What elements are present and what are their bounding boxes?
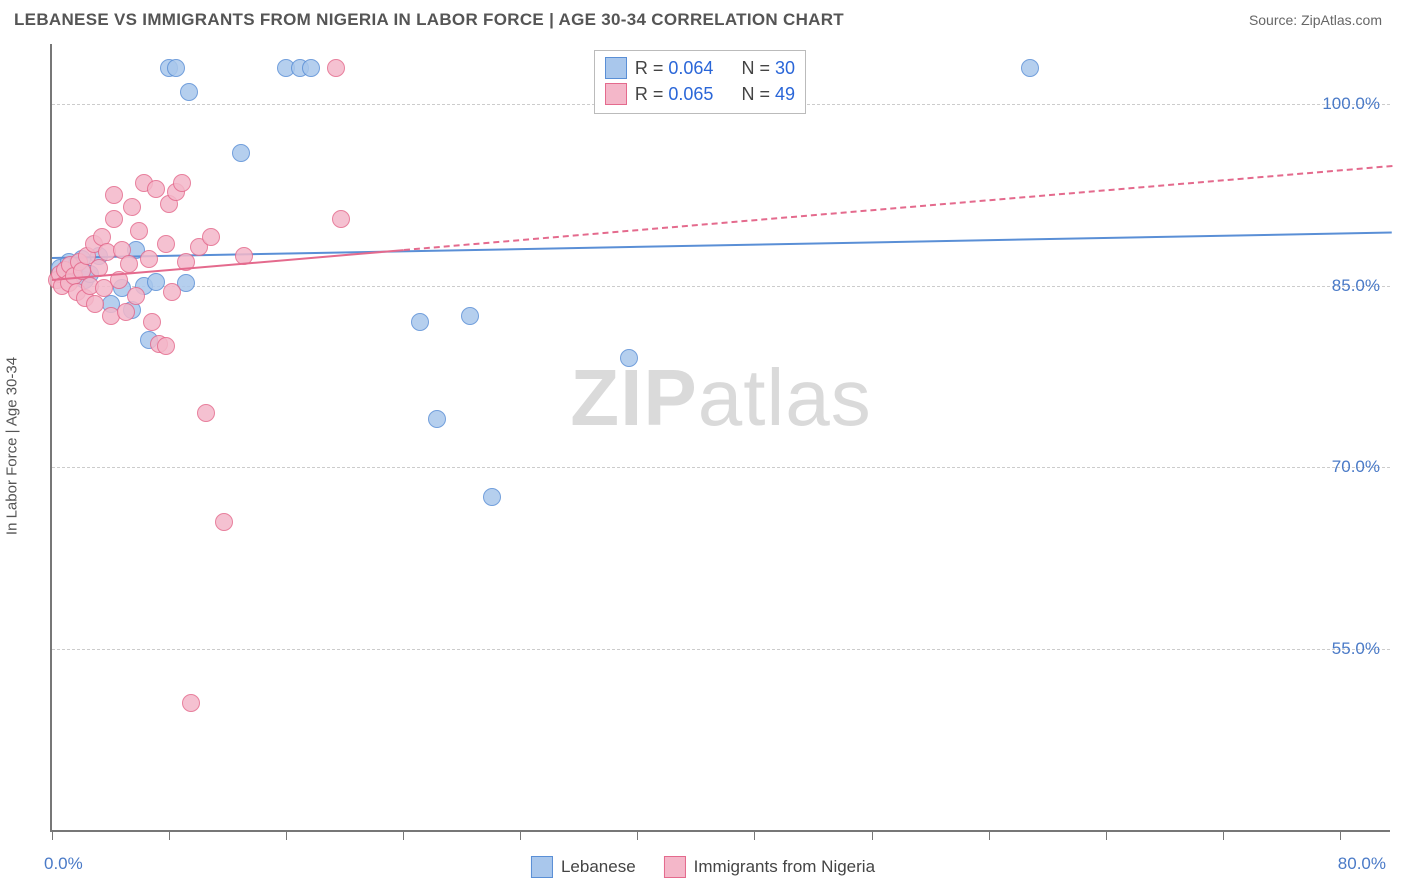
data-point	[105, 186, 123, 204]
scatter-chart: 55.0% 70.0% 85.0% 100.0% ZIPatlas R = 0.064 N …	[50, 44, 1390, 832]
stat-r-label: R = 0.064	[635, 58, 714, 79]
trend-line	[404, 165, 1392, 251]
data-point	[117, 303, 135, 321]
y-axis-title: In Labor Force | Age 30-34	[4, 357, 21, 535]
data-point	[173, 174, 191, 192]
data-point	[147, 273, 165, 291]
data-point	[86, 295, 104, 313]
data-point	[411, 313, 429, 331]
x-tick	[637, 830, 638, 840]
legend-swatch-icon	[531, 856, 553, 878]
data-point	[182, 694, 200, 712]
gridline	[52, 467, 1390, 468]
x-tick	[1340, 830, 1341, 840]
data-point	[332, 210, 350, 228]
data-point	[215, 513, 233, 531]
x-tick	[989, 830, 990, 840]
legend-label: Lebanese	[561, 857, 636, 877]
data-point	[127, 287, 145, 305]
legend-label: Immigrants from Nigeria	[694, 857, 875, 877]
data-point	[327, 59, 345, 77]
legend-swatch-icon	[664, 856, 686, 878]
x-axis-max-label: 80.0%	[1338, 854, 1386, 874]
x-tick	[403, 830, 404, 840]
x-tick	[1223, 830, 1224, 840]
stats-row: R = 0.064 N = 30	[605, 55, 795, 81]
data-point	[1021, 59, 1039, 77]
data-point	[157, 337, 175, 355]
data-point	[167, 59, 185, 77]
data-point	[163, 283, 181, 301]
y-tick-label: 100.0%	[1322, 94, 1380, 114]
data-point	[120, 255, 138, 273]
data-point	[197, 404, 215, 422]
chart-source: Source: ZipAtlas.com	[1249, 12, 1382, 28]
legend-item-lebanese: Lebanese	[531, 856, 636, 878]
y-tick-label: 55.0%	[1332, 639, 1380, 659]
chart-header: LEBANESE VS IMMIGRANTS FROM NIGERIA IN L…	[0, 0, 1406, 36]
data-point	[483, 488, 501, 506]
x-tick	[52, 830, 53, 840]
stat-r-label: R = 0.065	[635, 84, 714, 105]
x-tick	[754, 830, 755, 840]
stat-n-label: N = 49	[741, 84, 795, 105]
data-point	[232, 144, 250, 162]
data-point	[180, 83, 198, 101]
x-axis-min-label: 0.0%	[44, 854, 83, 874]
y-tick-label: 70.0%	[1332, 457, 1380, 477]
data-point	[130, 222, 148, 240]
stat-n-label: N = 30	[741, 58, 795, 79]
data-point	[461, 307, 479, 325]
x-tick	[872, 830, 873, 840]
data-point	[123, 198, 141, 216]
data-point	[620, 349, 638, 367]
data-point	[105, 210, 123, 228]
y-tick-label: 85.0%	[1332, 276, 1380, 296]
x-tick	[286, 830, 287, 840]
gridline	[52, 286, 1390, 287]
data-point	[140, 250, 158, 268]
data-point	[202, 228, 220, 246]
watermark: ZIPatlas	[570, 352, 871, 444]
x-tick	[520, 830, 521, 840]
legend-swatch-icon	[605, 83, 627, 105]
data-point	[428, 410, 446, 428]
legend-swatch-icon	[605, 57, 627, 79]
data-point	[157, 235, 175, 253]
stats-row: R = 0.065 N = 49	[605, 81, 795, 107]
x-tick	[169, 830, 170, 840]
chart-title: LEBANESE VS IMMIGRANTS FROM NIGERIA IN L…	[14, 10, 844, 30]
data-point	[147, 180, 165, 198]
data-point	[302, 59, 320, 77]
x-tick	[1106, 830, 1107, 840]
gridline	[52, 649, 1390, 650]
legend-item-nigeria: Immigrants from Nigeria	[664, 856, 875, 878]
correlation-stats-legend: R = 0.064 N = 30 R = 0.065 N = 49	[594, 50, 806, 114]
data-point	[143, 313, 161, 331]
series-legend: Lebanese Immigrants from Nigeria	[531, 856, 875, 878]
